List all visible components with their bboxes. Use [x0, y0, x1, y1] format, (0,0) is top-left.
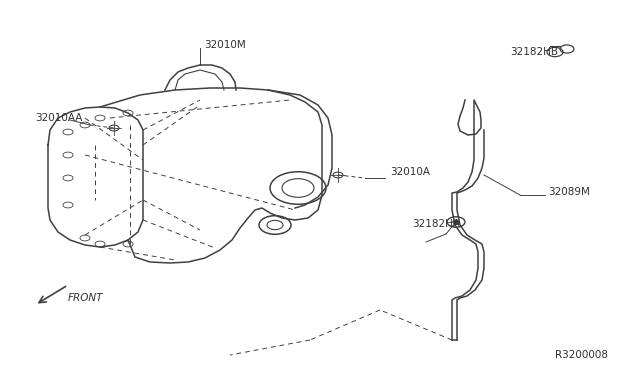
Text: 32089M: 32089M [548, 187, 590, 197]
Text: R3200008: R3200008 [555, 350, 608, 360]
Text: 32010AA: 32010AA [35, 113, 83, 123]
Text: 32010M: 32010M [204, 40, 246, 50]
Text: 32182HA: 32182HA [412, 219, 460, 229]
Circle shape [453, 220, 459, 224]
Text: 32010A: 32010A [390, 167, 430, 177]
Text: FRONT: FRONT [68, 293, 104, 303]
Text: 32182HB: 32182HB [510, 47, 558, 57]
